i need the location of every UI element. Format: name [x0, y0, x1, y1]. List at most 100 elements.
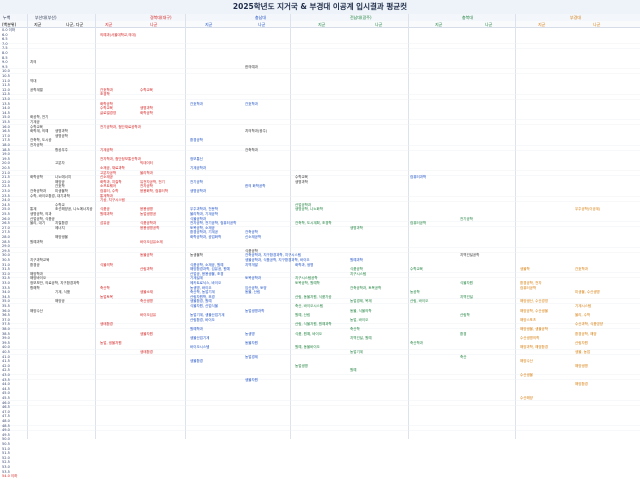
department-entry: 환경공학, 해양 [575, 331, 597, 336]
score-row: 48.5 [0, 424, 640, 429]
department-entry: 해양생물, 생물공학 [520, 327, 548, 331]
department-entry: 축산생명 [140, 299, 153, 304]
score-row: 44.5 [0, 387, 640, 392]
score-label: 36.0 [2, 308, 10, 313]
admission-table: 0.0 이하 6.0 6.5 7.0 7.5 8.0 8.5 9.0 9.5 10.0 10.5 11… [0, 28, 640, 478]
department-entry: 지역건설, 원예 [350, 336, 372, 341]
department-entry: 생명공학, 나노화학 [295, 207, 323, 212]
department-entry: 농생명 [245, 331, 255, 336]
score-row: 7.0 [0, 42, 640, 47]
department-entry: 간호학 [55, 184, 65, 189]
score-row: 7.5 [0, 46, 640, 51]
department-entry: 식물자원, 산업식물 [190, 304, 218, 308]
score-label: 28.5 [2, 239, 10, 244]
department-entry: 해양학과 [30, 271, 43, 276]
score-row: 44.0 [0, 382, 640, 387]
score-label: 11.0 [2, 78, 10, 83]
department-entry: 환경 [460, 331, 467, 336]
department-entry: 지구과학교육 [30, 258, 50, 262]
department-entry: 전자공학 [140, 184, 153, 189]
subheader: 나균 [150, 22, 158, 27]
score-label: 18.5 [2, 147, 10, 152]
department-entry: 바이오섬유 [140, 313, 157, 318]
department-entry: 지질환경 [55, 221, 68, 226]
department-entry: 동물, 식물의학 [350, 308, 372, 313]
score-row: 9.5 [0, 65, 640, 70]
department-entry: 간호학과 [190, 101, 203, 106]
department-entry: 산업공학과 [295, 202, 312, 207]
department-entry: 해양환경 [575, 382, 588, 387]
department-entry: 생물소재 [140, 290, 153, 295]
score-row: 47.0 [0, 410, 640, 415]
score-row: 36.5 [0, 313, 640, 318]
department-entry: 간호학과 [575, 267, 588, 272]
score-row: 8.0 [0, 51, 640, 56]
score-row: 20.0 [0, 161, 640, 166]
score-label: 40.5 [2, 350, 10, 354]
department-entry: 농업생명과학 [245, 308, 265, 313]
department-entry: 화학과, 지질학 [100, 179, 122, 184]
score-row: 18.0 [0, 143, 640, 148]
department-entry: 생물공학과, 식품공학, 지구환경과학, 바이오 [245, 258, 310, 262]
department-entry: 응용화학, 컴퓨터학 [140, 189, 168, 193]
score-row: 27.0 [0, 226, 640, 231]
score-row: 49.0 [0, 428, 640, 433]
subheader: 지균 [34, 22, 42, 27]
score-label: 24.0 [2, 198, 10, 203]
score-row: 32.5 [0, 276, 640, 281]
score-row: 0.0 이하 [0, 28, 640, 33]
department-entry: 농생명, 바이오 [190, 285, 212, 290]
department-entry: 수학교육 [30, 124, 43, 129]
score-label: 28.0 [2, 235, 10, 239]
department-entry: 지역개발 [245, 262, 258, 267]
department-entry: 농업생명 [295, 363, 308, 368]
score-label: 39.5 [2, 340, 10, 345]
department-entry: 산림과학 [140, 267, 153, 272]
department-entry: 식품공학 [350, 267, 363, 272]
score-row: 10.0 [0, 69, 640, 74]
department-entry: 농업생명공 [140, 212, 157, 216]
department-entry: 농생물학 [190, 253, 203, 258]
department-entry: 생물산업기계 [190, 336, 210, 341]
score-row: 24.5 [0, 203, 640, 208]
score-label: 17.0 [2, 133, 10, 138]
department-entry: 식품공학 [245, 248, 258, 253]
department-entry: 산림, 식물자원, 원예과학 [295, 322, 332, 327]
department-entry: 한의 화학공학 [245, 184, 266, 189]
score-label: 48.0 [2, 419, 10, 423]
score-row: 38.0 [0, 327, 640, 332]
department-entry: 유전자공학, 전기 [140, 179, 165, 184]
department-entry: 축산학 [350, 327, 360, 331]
department-entry: 토목공학과 [245, 276, 262, 281]
score-row: 34.5 [0, 295, 640, 300]
score-label: 9.5 [2, 64, 8, 69]
score-label: 19.0 [2, 152, 10, 157]
department-entry: 해양수산 [520, 359, 533, 364]
subheader: 지균 [538, 22, 546, 27]
department-entry: 토목공학, 소재공 [190, 225, 215, 230]
score-row: 21.5 [0, 175, 640, 180]
score-label: 30.5 [2, 258, 10, 262]
score-label: 23.0 [2, 189, 10, 193]
score-row: 32.0 [0, 272, 640, 277]
score-row: 17.5 [0, 138, 640, 143]
department-entry: 전기공학과, 첨단재료공학과 [100, 124, 141, 129]
score-label: 49.5 [2, 432, 10, 437]
score-row: 29.0 [0, 244, 640, 249]
department-entry: 원예, 산림 [295, 313, 311, 318]
score-row: 37.5 [0, 322, 640, 327]
subheader: 나균 [258, 22, 266, 27]
department-entry: 산업공, 응용생물, 조경 [190, 271, 224, 276]
score-label: 27.5 [2, 230, 10, 235]
department-entry: 물리, 대기 [30, 221, 46, 226]
department-entry: 지구시스템공학 [295, 276, 318, 281]
score-label: 35.0 [2, 299, 10, 304]
score-label: 7.5 [2, 46, 8, 51]
score-label: 26.5 [2, 221, 10, 226]
score-row: 49.5 [0, 433, 640, 438]
score-label: 43.5 [2, 377, 10, 382]
department-entry: 농업경제 [245, 354, 258, 359]
score-label: 25.0 [2, 207, 10, 212]
department-entry: 식물의학 [100, 262, 113, 267]
score-label: 20.0 [2, 161, 10, 166]
